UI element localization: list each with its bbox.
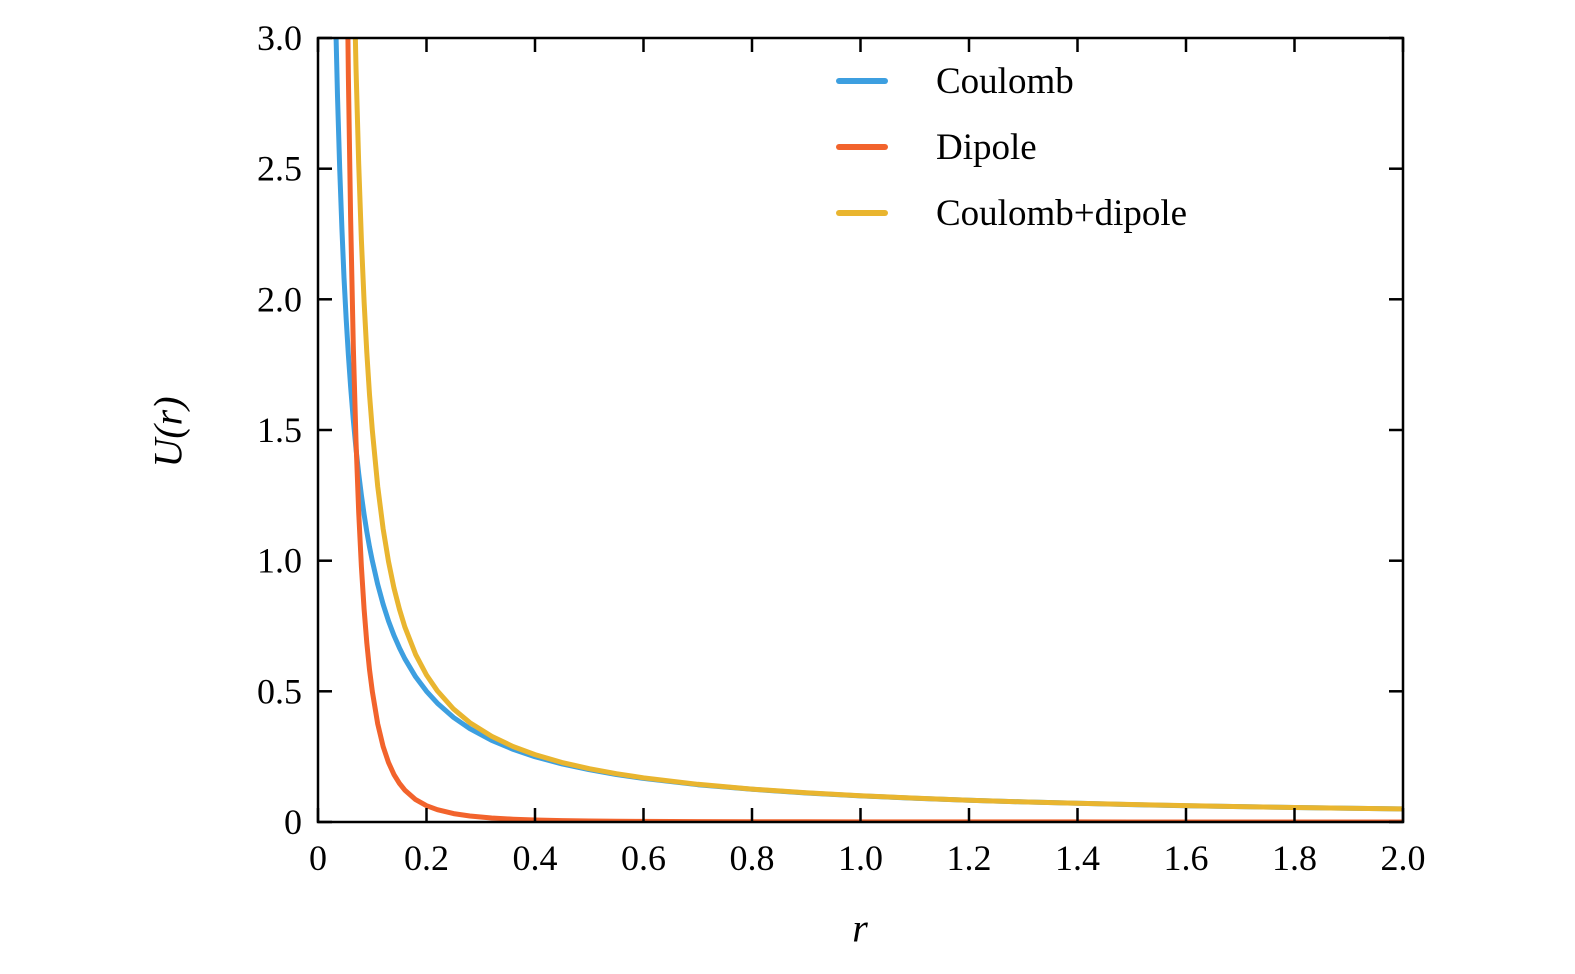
legend-swatch-dipole (836, 144, 888, 150)
y-tick-label: 0 (284, 802, 302, 842)
legend-item-coulomb: Coulomb (836, 48, 1187, 114)
y-tick-label: 0.5 (257, 671, 302, 711)
x-tick-label: 1.6 (1164, 838, 1209, 878)
legend-label-coulomb-dipole: Coulomb+dipole (936, 192, 1188, 234)
y-tick-label: 2.0 (257, 279, 302, 319)
y-tick-label: 1.0 (257, 541, 302, 581)
x-tick-label: 2.0 (1381, 838, 1426, 878)
x-tick-label: 0.4 (513, 838, 558, 878)
y-axis-title: U(r) (145, 396, 191, 468)
legend-item-dipole: Dipole (836, 114, 1187, 180)
legend-swatch-coulomb-dipole (836, 210, 888, 216)
legend-swatch-coulomb (836, 78, 888, 84)
legend-label-dipole: Dipole (936, 126, 1037, 168)
series-line-coulomb-dipole (352, 38, 1403, 812)
x-tick-label: 1.4 (1055, 838, 1100, 878)
y-tick-label: 3.0 (257, 18, 302, 58)
x-tick-label: 0.6 (621, 838, 666, 878)
x-tick-label: 0.2 (404, 838, 449, 878)
y-tick-label: 1.5 (257, 410, 302, 450)
y-tick-label: 2.5 (257, 149, 302, 189)
x-tick-label: 1.8 (1272, 838, 1317, 878)
x-tick-label: 0 (309, 838, 327, 878)
x-tick-label: 0.8 (730, 838, 775, 878)
legend-item-coulomb-dipole: Coulomb+dipole (836, 180, 1187, 246)
x-axis-title: r (852, 905, 868, 951)
legend-label-coulomb: Coulomb (936, 60, 1074, 102)
x-tick-label: 1.0 (838, 838, 883, 878)
legend: Coulomb Dipole Coulomb+dipole (836, 48, 1187, 246)
x-tick-label: 1.2 (947, 838, 992, 878)
